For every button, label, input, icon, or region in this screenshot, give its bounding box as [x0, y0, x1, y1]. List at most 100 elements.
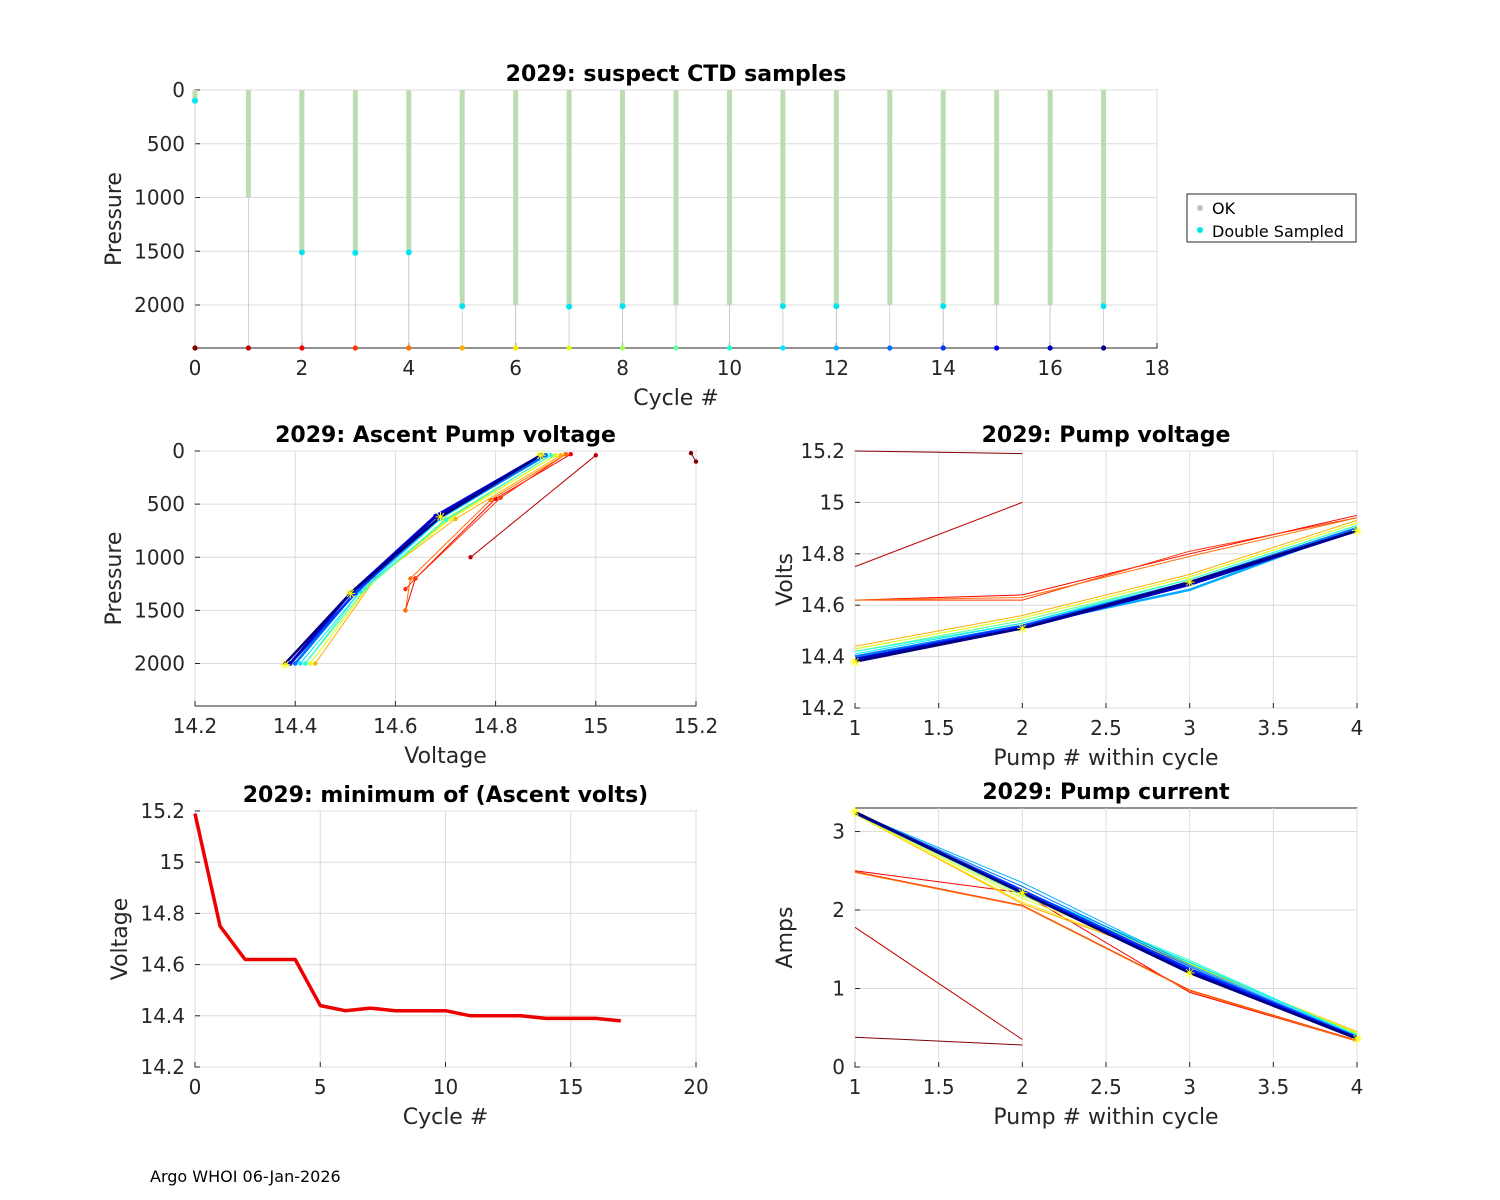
x-tick-label: 0: [189, 1075, 202, 1099]
star-marker: [850, 806, 860, 817]
y-tick-label: 14.6: [140, 953, 185, 977]
x-tick-label: 20: [683, 1075, 708, 1099]
x-tick-label: 14.2: [173, 714, 218, 738]
x-tick-label: 2.5: [1090, 1075, 1122, 1099]
y-tick-label: 15: [160, 850, 185, 874]
x-tick-label: 3: [1183, 1075, 1196, 1099]
pump-voltage-line: [854, 529, 1358, 663]
y-tick-label: 14.4: [140, 1004, 185, 1028]
cycle-marker: [726, 345, 733, 351]
pump-voltage-line: [854, 517, 1358, 601]
double-sampled-point: [298, 249, 305, 256]
ascent-point: [433, 514, 438, 520]
legend: OK Double Sampled: [1186, 193, 1357, 243]
ascent-point: [548, 453, 553, 458]
ascent-series-line: [304, 454, 551, 664]
y-tick-label: 14.2: [800, 696, 845, 720]
cycle-marker: [887, 345, 893, 351]
y-tick-label: 500: [147, 132, 185, 156]
y-axis-label: Pressure: [102, 532, 127, 626]
y-tick-label: 1000: [134, 545, 185, 569]
y-tick-label: 15: [820, 490, 845, 514]
x-axis-label: Cycle #: [403, 1105, 489, 1130]
x-tick-label: 2: [296, 356, 309, 380]
x-tick-label: 8: [616, 356, 629, 380]
y-tick-label: 1500: [134, 239, 185, 263]
ascent-point: [543, 453, 548, 458]
ascent-point: [468, 555, 473, 560]
plot-marks: [193, 813, 621, 1023]
x-tick-label: 5: [314, 1075, 327, 1099]
ascent-point: [313, 661, 318, 666]
x-tick-label: 14.4: [273, 714, 318, 738]
plot-marks: [192, 90, 1107, 351]
star-marker: [280, 659, 291, 670]
pump-current-line: [854, 870, 1358, 1042]
cycle-marker: [245, 345, 252, 351]
y-tick-label: 3: [832, 820, 845, 844]
x-tick-label: 2.5: [1090, 716, 1122, 740]
ascent-point: [413, 576, 418, 581]
x-tick-label: 1: [849, 1075, 862, 1099]
ascent-series-line: [404, 453, 566, 611]
y-axis-label: Voltage: [108, 898, 133, 981]
x-tick-label: 4: [1351, 716, 1364, 740]
x-tick-label: 6: [509, 356, 522, 380]
x-tick-label: 14.8: [473, 714, 518, 738]
ascent-point: [453, 516, 458, 522]
ascent-point: [688, 450, 694, 456]
star-marker: [1184, 577, 1195, 588]
ascent-series-line: [314, 454, 561, 664]
pump-voltage-line: [854, 519, 1358, 647]
pump-voltage-line: [854, 522, 1358, 650]
footer-credit: Argo WHOI 06-Jan-2026: [150, 1167, 341, 1186]
pump-current-line: [854, 810, 1358, 1040]
y-tick-label: 0: [172, 439, 185, 463]
min-voltage-line: [193, 813, 621, 1023]
ascent-point: [298, 661, 303, 666]
x-axis-label: Voltage: [404, 744, 487, 769]
ascent-point: [293, 661, 298, 666]
x-axis-label: Cycle #: [633, 386, 719, 411]
double-sampled-point: [566, 303, 573, 310]
x-tick-label: 3.5: [1257, 1075, 1289, 1099]
star-marker: [345, 588, 356, 599]
ascent-series-line: [405, 453, 566, 590]
legend-double-sampled-marker: [1197, 227, 1203, 233]
x-axis-label: Pump # within cycle: [993, 746, 1218, 771]
ascent-point: [443, 517, 448, 523]
cycle-marker: [994, 345, 1000, 351]
double-sampled-point: [352, 249, 359, 256]
y-tick-label: 15.2: [800, 439, 845, 463]
legend-box: [1186, 193, 1357, 243]
double-sampled-point: [459, 303, 466, 310]
x-tick-label: 2: [1016, 1075, 1029, 1099]
y-tick-label: 14.8: [140, 901, 185, 925]
star-marker: [1017, 623, 1028, 634]
ascent-series-line: [284, 454, 542, 665]
cycle-marker: [192, 345, 198, 351]
chart-title: 2029: Ascent Pump voltage: [275, 423, 616, 448]
x-tick-label: 3: [1183, 716, 1196, 740]
pump-voltage-line: [855, 517, 1358, 601]
ascent-point: [303, 661, 308, 666]
panel-pumpv: 1 1.5 2 2.5 3 3.5 4 14.2 14.4 14.6 14.8 15 15.2 2029:…: [773, 423, 1363, 771]
y-axis-label: Amps: [773, 907, 798, 969]
double-sampled-point: [192, 97, 198, 104]
y-tick-label: 2000: [134, 652, 185, 676]
double-sampled-point: [405, 249, 412, 256]
pump-current-line: [854, 926, 1023, 1040]
cycle-marker: [833, 345, 839, 351]
plot-marks: [280, 450, 699, 670]
x-tick-label: 4: [402, 356, 415, 380]
x-tick-label: 4: [1351, 1075, 1364, 1099]
x-tick-label: 15.2: [674, 714, 719, 738]
cycle-marker: [352, 345, 358, 351]
star-marker: [1017, 887, 1028, 898]
chart-title: 2029: suspect CTD samples: [506, 62, 847, 87]
pump-voltage-line: [854, 501, 1023, 568]
pump-voltage-line: [854, 525, 1358, 652]
y-tick-label: 1500: [134, 598, 185, 622]
